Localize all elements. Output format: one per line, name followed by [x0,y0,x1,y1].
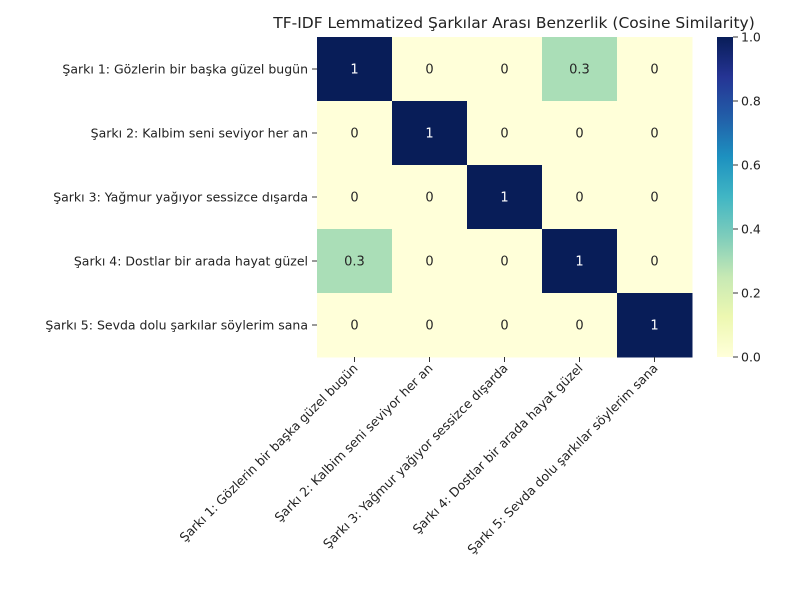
heatmap-cell-r4-c5 [617,229,693,294]
y-tick-label-5: Şarkı 5: Sevda dolu şarkılar söylerim sa… [45,318,308,333]
cell-value-label-r2-c4: 0 [575,127,583,142]
x-axis-tick-labels: Şarkı 1: Gözlerin bir başka güzel bugünŞ… [176,357,661,557]
heatmap-cell-r3-c5 [617,165,693,230]
heatmap-cell-r1-c3 [467,37,543,102]
y-tick-label-3: Şarkı 3: Yağmur yağıyor sessizce dışarda [53,190,308,205]
cell-value-label-r1-c3: 0 [500,63,508,78]
heatmap-cell-r1-c4 [542,37,618,102]
colorbar-tick-label-6: 1.0 [741,30,761,45]
y-tick-label-1: Şarkı 1: Gözlerin bir başka güzel bugün [62,62,308,77]
cell-value-label-r2-c2: 1 [425,127,433,142]
heatmap-cell-r2-c2 [392,101,468,166]
cell-value-label-r5-c2: 0 [425,319,433,334]
heatmap-cell-r1-c1 [317,37,393,102]
colorbar-tick-label-1: 0.0 [741,350,761,365]
cell-value-label-r4-c5: 0 [650,255,658,270]
heatmap-cell-r5-c4 [542,293,618,358]
heatmap-cell-r5-c5 [617,293,693,358]
cell-value-label-r1-c1: 1 [350,63,358,78]
heatmap-cell-r3-c1 [317,165,393,230]
cell-value-label-r4-c4: 1 [575,255,583,270]
chart-title: TF-IDF Lemmatized Şarkılar Arası Benzerl… [272,14,755,32]
y-tick-label-2: Şarkı 2: Kalbim seni seviyor her an [91,126,308,141]
x-tick-label-4: Şarkı 4: Dostlar bir arada hayat güzel [409,361,585,537]
cell-value-label-r4-c1: 0.3 [344,255,365,270]
heatmap-cell-r2-c3 [467,101,543,166]
heatmap-cell-r3-c4 [542,165,618,230]
heatmap-cells [317,37,693,358]
x-tick-label-2: Şarkı 2: Kalbim seni seviyor her an [271,361,435,525]
cell-value-label-r5-c3: 0 [500,319,508,334]
cell-value-label-r2-c5: 0 [650,127,658,142]
heatmap-cell-r3-c3 [467,165,543,230]
cell-value-label-r4-c3: 0 [500,255,508,270]
cell-value-label-r1-c4: 0.3 [569,63,590,78]
cell-value-label-r5-c1: 0 [350,319,358,334]
heatmap-cell-r4-c4 [542,229,618,294]
cell-value-label-r4-c2: 0 [425,255,433,270]
heatmap-cell-r2-c1 [317,101,393,166]
cell-value-label-r3-c2: 0 [425,191,433,206]
heatmap-cell-labels: 1 0 0 0.3 0 0 1 0 0 0 0 0 1 0 0 0.3 0 0 1 0 0 0 0 0 1 [344,63,658,334]
heatmap-cell-r4-c1 [317,229,393,294]
heatmap-cell-r4-c3 [467,229,543,294]
colorbar-gradient [717,37,733,357]
cell-value-label-r3-c5: 0 [650,191,658,206]
colorbar-tick-label-5: 0.8 [741,94,761,109]
heatmap-cell-r3-c2 [392,165,468,230]
cell-value-label-r5-c5: 1 [650,319,658,334]
heatmap-cell-r4-c2 [392,229,468,294]
cell-value-label-r2-c3: 0 [500,127,508,142]
cell-value-label-r3-c4: 0 [575,191,583,206]
cell-value-label-r1-c5: 0 [650,63,658,78]
colorbar-tick-label-4: 0.6 [741,158,761,173]
heatmap-cell-r5-c1 [317,293,393,358]
colorbar-tick-label-2: 0.2 [741,286,761,301]
heatmap-cell-r2-c5 [617,101,693,166]
y-axis-tick-labels: Şarkı 1: Gözlerin bir başka güzel bugün Ş… [45,62,317,333]
cell-value-label-r3-c1: 0 [350,191,358,206]
heatmap-cell-r5-c2 [392,293,468,358]
heatmap-cell-r1-c5 [617,37,693,102]
cell-value-label-r2-c1: 0 [350,127,358,142]
colorbar: 0.0 0.2 0.4 0.6 0.8 1.0 [717,30,761,365]
cell-value-label-r1-c2: 0 [425,63,433,78]
colorbar-tick-label-3: 0.4 [741,222,761,237]
heatmap-cell-r5-c3 [467,293,543,358]
heatmap-cell-r2-c4 [542,101,618,166]
cell-value-label-r5-c4: 0 [575,319,583,334]
cell-value-label-r3-c3: 1 [500,191,508,206]
heatmap-cell-r1-c2 [392,37,468,102]
y-tick-label-4: Şarkı 4: Dostlar bir arada hayat güzel [74,254,308,269]
